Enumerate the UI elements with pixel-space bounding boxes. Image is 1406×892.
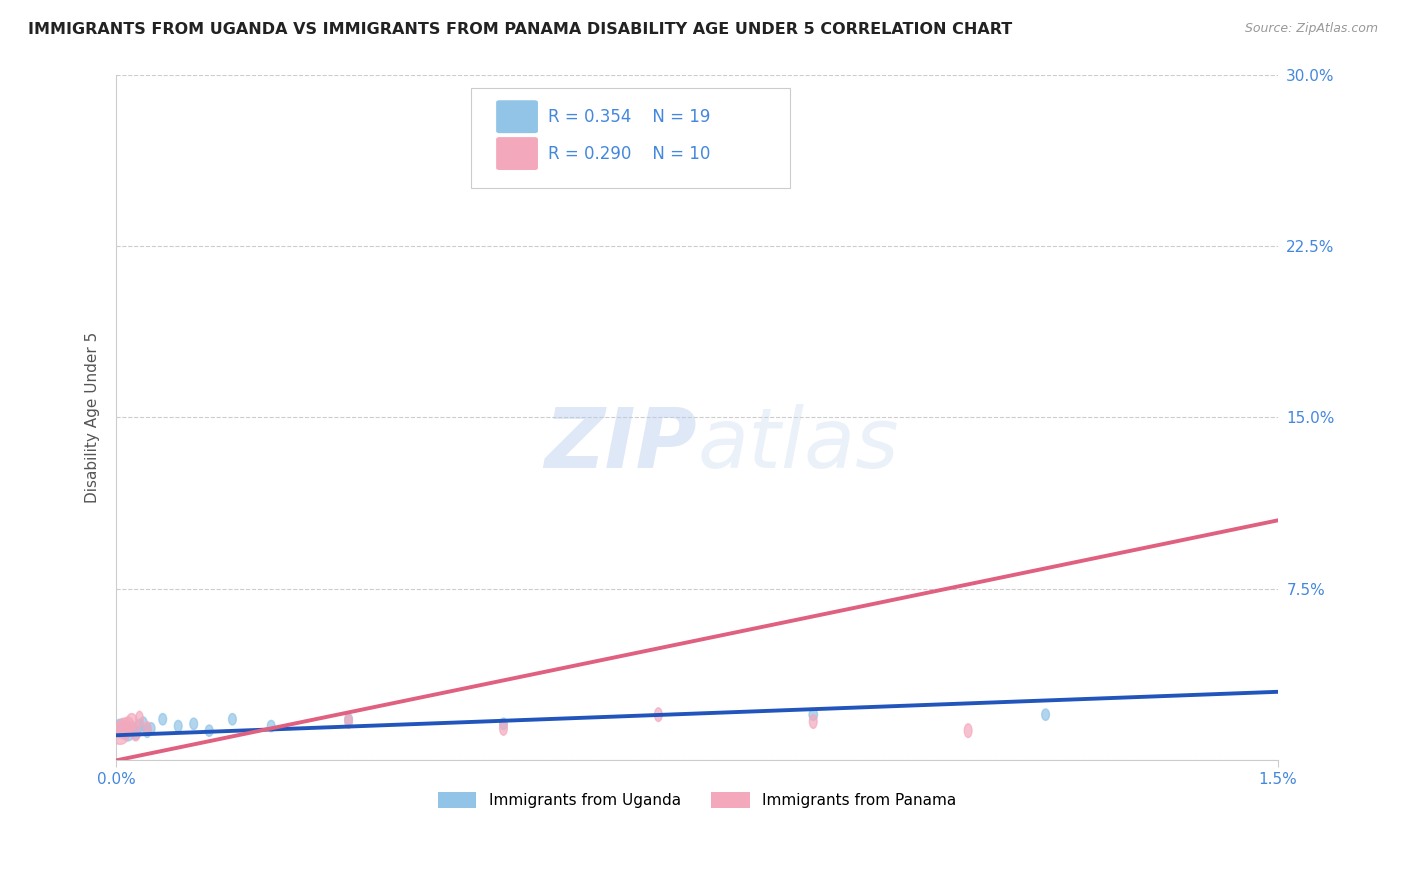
Text: R = 0.354    N = 19: R = 0.354 N = 19 [548, 108, 711, 126]
Ellipse shape [131, 725, 141, 741]
Ellipse shape [808, 709, 817, 721]
Ellipse shape [1042, 709, 1049, 721]
Text: atlas: atlas [697, 404, 898, 485]
Ellipse shape [135, 719, 143, 733]
Ellipse shape [655, 170, 662, 185]
FancyBboxPatch shape [496, 137, 538, 170]
Ellipse shape [122, 725, 134, 741]
Ellipse shape [159, 714, 166, 725]
Ellipse shape [344, 714, 353, 729]
Ellipse shape [143, 722, 150, 735]
Ellipse shape [267, 721, 276, 731]
Text: ZIP: ZIP [544, 404, 697, 485]
Ellipse shape [112, 719, 128, 738]
Ellipse shape [810, 714, 817, 729]
Text: IMMIGRANTS FROM UGANDA VS IMMIGRANTS FROM PANAMA DISABILITY AGE UNDER 5 CORRELAT: IMMIGRANTS FROM UGANDA VS IMMIGRANTS FRO… [28, 22, 1012, 37]
Ellipse shape [117, 723, 131, 739]
Ellipse shape [229, 714, 236, 725]
Ellipse shape [127, 722, 138, 735]
Ellipse shape [131, 726, 141, 739]
Y-axis label: Disability Age Under 5: Disability Age Under 5 [86, 332, 100, 503]
Ellipse shape [344, 714, 353, 725]
Ellipse shape [135, 711, 143, 727]
FancyBboxPatch shape [496, 100, 538, 133]
Ellipse shape [148, 723, 155, 734]
Ellipse shape [143, 723, 150, 738]
Ellipse shape [965, 723, 972, 738]
Legend: Immigrants from Uganda, Immigrants from Panama: Immigrants from Uganda, Immigrants from … [432, 786, 962, 814]
Ellipse shape [499, 722, 508, 735]
Ellipse shape [122, 717, 134, 735]
Ellipse shape [499, 718, 508, 730]
Ellipse shape [205, 725, 214, 737]
Ellipse shape [190, 718, 198, 730]
FancyBboxPatch shape [471, 88, 790, 187]
Ellipse shape [655, 707, 662, 722]
Ellipse shape [111, 722, 129, 745]
Ellipse shape [127, 714, 138, 730]
Ellipse shape [139, 717, 148, 731]
Text: R = 0.290    N = 10: R = 0.290 N = 10 [548, 145, 711, 162]
Ellipse shape [117, 718, 132, 739]
Ellipse shape [174, 721, 183, 731]
Text: Source: ZipAtlas.com: Source: ZipAtlas.com [1244, 22, 1378, 36]
